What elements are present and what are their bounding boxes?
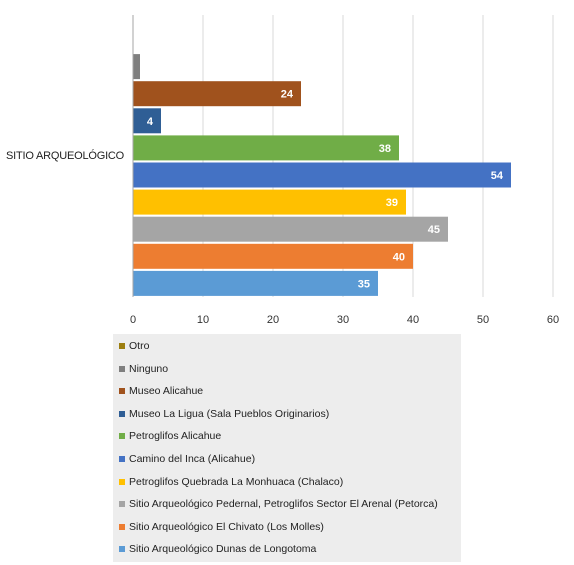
legend-item: Sitio Arqueológico Pedernal, Petroglifos… [119,496,438,512]
bar-series-6 [133,189,406,215]
legend-label: Ninguno [129,362,169,375]
data-label-3: 4 [147,116,154,128]
bar-series-7 [133,216,448,242]
legend-swatch [119,456,125,462]
legend-swatch [119,478,125,485]
x-tick-label-20: 20 [267,314,279,326]
bar-series-9 [133,270,378,296]
x-tick-label-30: 30 [337,314,349,326]
legend-label: Otro [129,340,150,352]
bar-series-1 [133,54,140,80]
legend-item: Petroglifos Alicahue [119,428,221,444]
legend-swatch [119,343,125,349]
legend-label: Sitio Arqueológico Pedernal, Petroglifos… [129,498,438,511]
x-tick-label-10: 10 [197,314,209,326]
legend-item: Ninguno [119,361,168,377]
data-label-2: 24 [281,89,294,101]
data-label-7: 45 [428,224,440,236]
x-tick-label-50: 50 [477,314,489,326]
legend-item: Sitio Arqueológico El Chivato (Los Molle… [119,519,324,535]
legend-label: Sitio Arqueológico Dunas de Longotoma [129,543,317,556]
legend-swatch [119,365,125,372]
data-label-5: 54 [491,170,504,182]
legend-item: Petroglifos Quebrada La Monhuaca (Chalac… [119,474,343,490]
legend-item: Sitio Arqueológico Dunas de Longotoma [119,541,316,557]
data-label-8: 40 [393,251,405,263]
legend-swatch [119,388,125,395]
bar-series-3 [133,108,161,134]
legend-label: Camino del Inca (Alicahue) [129,453,256,465]
bar-series-2 [133,81,301,107]
legend-label: Museo La Ligua (Sala Pueblos Originarios… [129,407,330,420]
category-label: SITIO ARQUEOLÓGICO [6,150,125,162]
data-label-0: 0 [138,35,144,47]
legend-item: Otro [119,338,149,354]
x-tick-label-40: 40 [407,314,419,326]
data-label-9: 35 [358,278,370,290]
bar-series-5 [133,162,511,188]
bar-series-8 [133,243,413,269]
data-label-4: 38 [379,143,391,155]
legend-swatch [119,410,125,417]
legend-item: Museo Alicahue [119,383,203,399]
bar-series-4 [133,135,399,161]
x-tick-label-0: 0 [130,314,136,326]
legend-label: Sitio Arqueológico El Chivato (Los Molle… [129,520,324,533]
legend-swatch [119,433,125,440]
legend-label: Petroglifos Alicahue [129,430,222,443]
legend-swatch [119,546,125,553]
data-label-6: 39 [386,197,398,209]
legend-label: Petroglifos Quebrada La Monhuaca (Chalac… [129,475,344,488]
legend-item: Camino del Inca (Alicahue) [119,451,255,467]
legend-label: Museo Alicahue [129,385,204,398]
legend-swatch [119,523,125,530]
legend-swatch [119,501,125,508]
data-label-1: 1 [145,62,151,74]
legend-item: Museo La Ligua (Sala Pueblos Originarios… [119,406,329,422]
x-tick-label-60: 60 [547,314,559,326]
legend: Otro Ninguno Museo Alicahue Museo La Ligua … [113,334,461,562]
